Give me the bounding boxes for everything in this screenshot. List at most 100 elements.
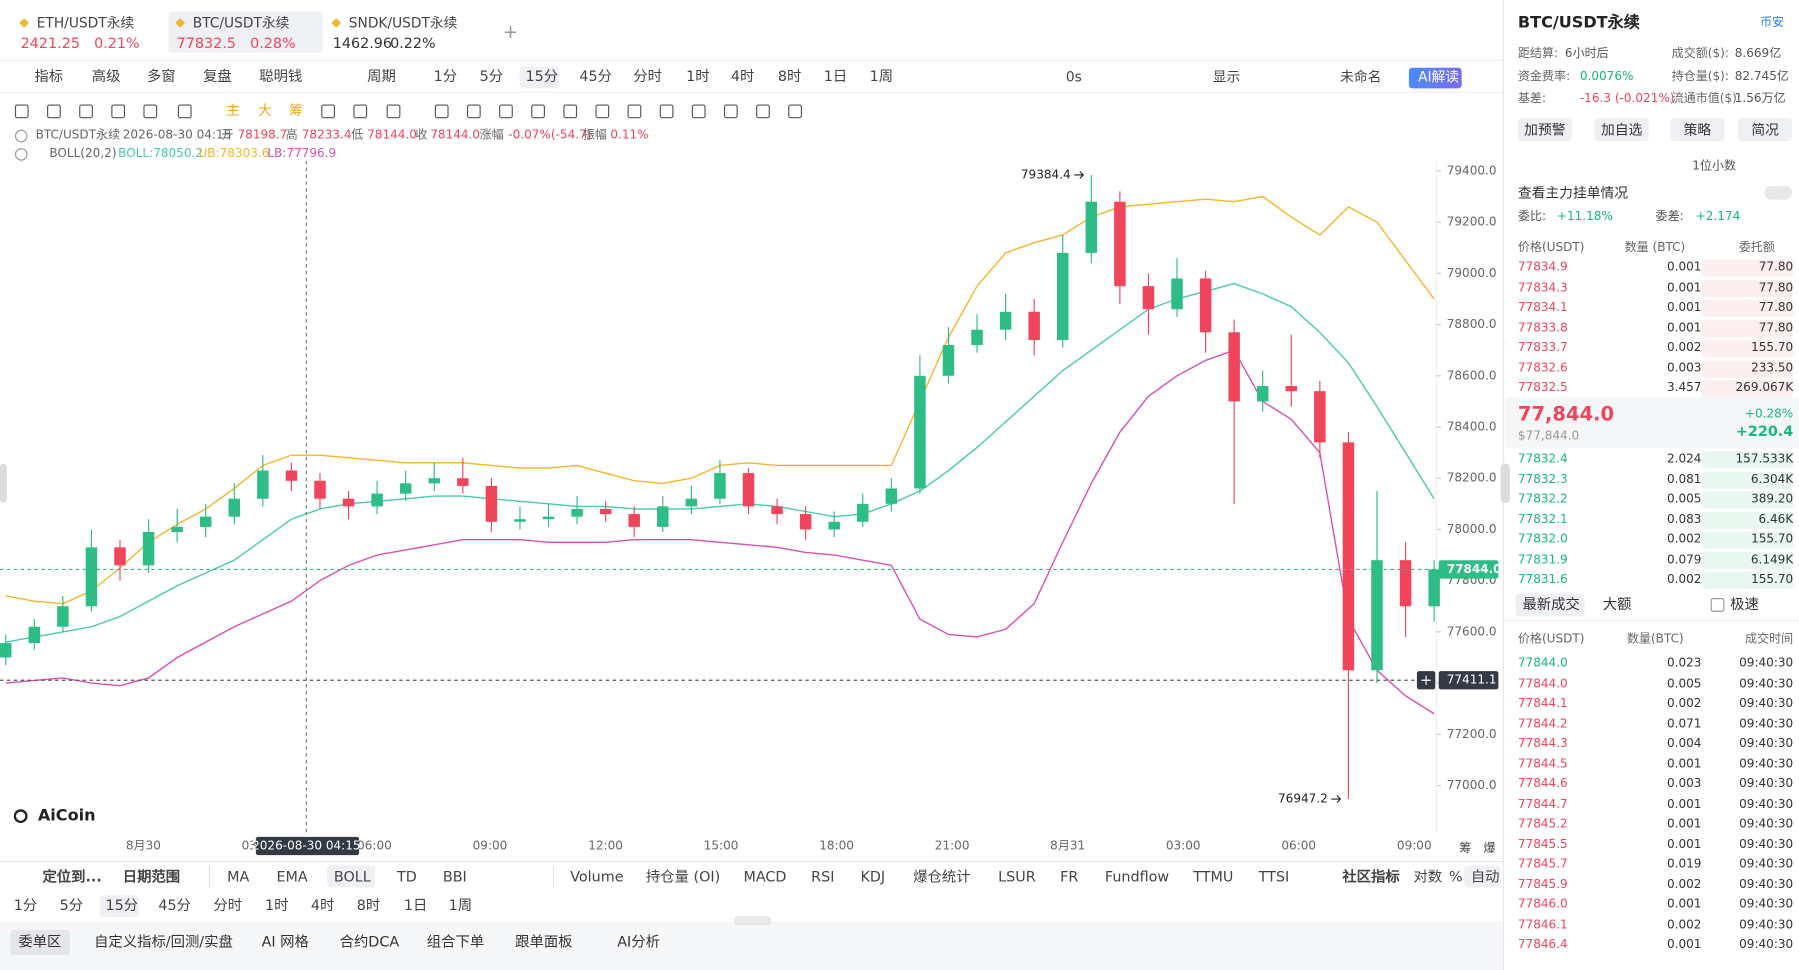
active-tab[interactable]	[10, 929, 70, 956]
tool-icon[interactable]	[788, 104, 802, 119]
toolbar-item[interactable]: 分时	[633, 67, 663, 85]
book-price[interactable]: 77832.6	[1517, 360, 1568, 375]
toolbar-item[interactable]: 复盘	[203, 67, 232, 85]
toolbar-item[interactable]: 1日	[823, 67, 848, 85]
tool-icon[interactable]	[499, 104, 513, 119]
book-price[interactable]: 77833.7	[1517, 340, 1568, 355]
tool-icon[interactable]	[563, 104, 578, 119]
book-price[interactable]: 77832.0	[1517, 532, 1568, 547]
tool-icon[interactable]	[111, 104, 126, 119]
toolbar-item[interactable]: 5分	[479, 67, 504, 85]
indicator-item[interactable]: MACD	[743, 867, 787, 885]
panel-button-label[interactable]: 加预警	[1524, 121, 1566, 138]
tab-name[interactable]: SNDK/USDT永续	[348, 14, 458, 31]
collapse-handle[interactable]	[1500, 463, 1510, 503]
tool-icon[interactable]	[79, 104, 93, 119]
tool-icon[interactable]	[353, 104, 368, 119]
tab-name[interactable]: ETH/USDT永续	[36, 14, 135, 31]
indicator-item[interactable]: EMA	[276, 867, 308, 885]
active-indicator[interactable]	[326, 865, 376, 888]
period-item[interactable]: 8时	[356, 896, 381, 914]
bottom-tab[interactable]: 委单区	[18, 932, 62, 951]
toolbar-item[interactable]: 4时	[730, 67, 755, 85]
tab-name[interactable]: BTC/USDT永续	[192, 14, 290, 31]
tool-icon[interactable]	[723, 104, 738, 119]
exchange[interactable]: 币安	[1759, 15, 1785, 30]
indicator-item[interactable]: FR	[1060, 867, 1079, 885]
toolbar-item[interactable]: 15分	[525, 67, 559, 85]
toolbar-item[interactable]: 聪明钱	[259, 67, 303, 85]
collapse-handle[interactable]	[0, 463, 7, 503]
book-price[interactable]: 77834.9	[1517, 260, 1568, 275]
indicator-item[interactable]: 对数	[1413, 867, 1443, 885]
toolbar-item[interactable]: 显示	[1212, 68, 1241, 85]
resize-handle[interactable]	[734, 916, 771, 926]
tool-icon[interactable]	[595, 104, 610, 119]
book-price[interactable]: 77832.4	[1517, 451, 1568, 466]
period-item[interactable]: 15分	[105, 896, 139, 914]
panel-button[interactable]	[1517, 118, 1572, 142]
tool-icon[interactable]	[143, 104, 158, 119]
panel-button[interactable]	[1594, 118, 1649, 142]
tool-icon[interactable]	[466, 104, 481, 119]
depth-link[interactable]: 查看主力挂单情况	[1517, 184, 1629, 201]
indicator-item[interactable]: MA	[227, 867, 250, 885]
decimals-select[interactable]: 1位小数	[1692, 159, 1737, 174]
book-price[interactable]: 77832.2	[1517, 492, 1568, 506]
active-tab[interactable]	[168, 11, 323, 53]
bottom-tab[interactable]: 跟单面板	[515, 932, 573, 951]
indicator-item[interactable]: TD	[396, 867, 417, 885]
checkbox[interactable]	[1710, 598, 1725, 612]
period-item[interactable]: 1分	[13, 896, 38, 914]
indicator-item[interactable]: Volume	[570, 867, 624, 885]
toolbar-item[interactable]: 45分	[579, 67, 612, 85]
toolbar-item[interactable]: 8时	[777, 67, 802, 85]
indicator-item[interactable]: TTSI	[1258, 867, 1290, 885]
trade-tab[interactable]: 最新成交	[1522, 595, 1580, 613]
period-item[interactable]: 45分	[158, 896, 191, 914]
tool-icon[interactable]	[321, 104, 336, 119]
collapse-icon[interactable]	[14, 129, 28, 143]
book-price[interactable]: 77834.1	[1517, 300, 1568, 315]
bottom-tab[interactable]: 自定义指标/回测/实盘	[94, 932, 233, 951]
period-item[interactable]: 1日	[403, 896, 428, 914]
indicator-item[interactable]: BBI	[442, 867, 467, 885]
book-price[interactable]: 77832.3	[1517, 472, 1568, 486]
bottom-tab[interactable]: 合约DCA	[339, 932, 400, 951]
indicator-item[interactable]: BOLL	[333, 867, 371, 885]
book-price[interactable]: 77831.6	[1517, 572, 1568, 587]
toggle[interactable]	[1764, 185, 1793, 200]
tool-icon[interactable]	[177, 104, 192, 119]
add-tab[interactable]: +	[502, 20, 519, 43]
book-price[interactable]: 77833.8	[1517, 320, 1568, 335]
toolbar-item[interactable]: 1周	[869, 67, 894, 85]
indicator-item[interactable]: %	[1449, 867, 1463, 885]
tool-icon[interactable]	[691, 104, 706, 119]
active-period[interactable]	[99, 895, 139, 918]
toolbar-item[interactable]: 多窗	[146, 67, 176, 85]
indicator-item[interactable]: TTMU	[1193, 867, 1234, 885]
indicator-item[interactable]: KDJ	[860, 867, 886, 885]
panel-button[interactable]	[1670, 118, 1725, 142]
indicator-item[interactable]: 持仓量 (OI)	[645, 867, 721, 885]
bottom-tab[interactable]: AI 网格	[261, 932, 309, 951]
book-price[interactable]: 77831.9	[1517, 552, 1568, 567]
panel-button-label[interactable]: 简况	[1751, 121, 1779, 138]
toolbar-item[interactable]: 指标	[34, 67, 64, 85]
indicator-item[interactable]: 社区指标	[1342, 867, 1400, 885]
tool-icon[interactable]	[434, 104, 449, 119]
indicator-item[interactable]: 爆仓统计	[913, 867, 971, 885]
indicator-item[interactable]: 自动	[1470, 867, 1500, 885]
draw-tool[interactable]: 大	[258, 102, 272, 119]
bottom-tab[interactable]: AI分析	[617, 932, 660, 951]
period-item[interactable]: 1时	[265, 896, 289, 914]
draw-tool[interactable]: 筹	[289, 102, 303, 119]
period-item[interactable]: 5分	[59, 896, 84, 914]
indicator-item[interactable]: Fundflow	[1104, 867, 1170, 885]
toolbar-item[interactable]: 0s	[1065, 68, 1082, 85]
indicator-item[interactable]: 定位到...	[42, 867, 102, 885]
indicator-item[interactable]: LSUR	[998, 867, 1036, 885]
tool-icon[interactable]	[627, 104, 642, 119]
trade-tab[interactable]: 极速	[1730, 595, 1759, 613]
panel-button-label[interactable]: 加自选	[1601, 121, 1643, 138]
